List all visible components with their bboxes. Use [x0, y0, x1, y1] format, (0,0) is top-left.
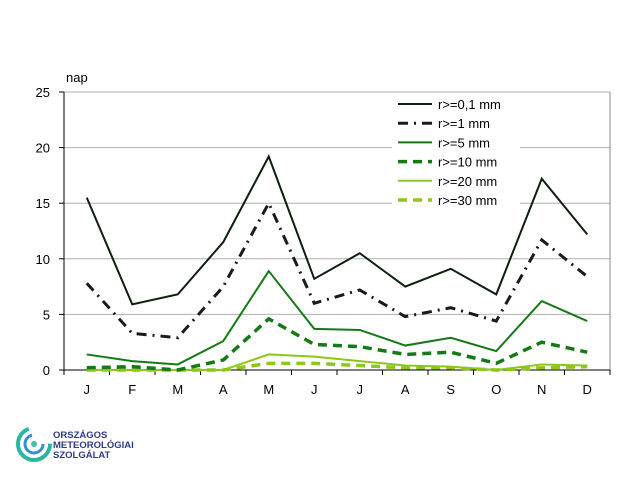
- logo-line: METEOROLÓGIAI: [53, 440, 134, 451]
- x-tick-label: O: [491, 382, 501, 397]
- series-line-r-0-1-mm: [85, 154, 589, 306]
- y-tick-label: 10: [36, 252, 50, 267]
- x-tick-label: J: [311, 382, 318, 397]
- x-tick-label: J: [357, 382, 364, 397]
- x-tick-label: J: [84, 382, 91, 397]
- legend-label: r>=1 mm: [438, 116, 490, 131]
- omsz-logo: [14, 424, 174, 468]
- swirl-logo-icon: [16, 426, 52, 462]
- series-line-r-10-mm: [86, 316, 588, 372]
- y-tick-label: 25: [36, 85, 50, 100]
- series-line-r-5-mm: [86, 269, 588, 366]
- y-tick-label: 0: [43, 363, 50, 378]
- x-tick-label: A: [219, 382, 228, 397]
- x-tick-label: D: [583, 382, 592, 397]
- y-axis-label: nap: [66, 70, 88, 85]
- legend-label: r>=0,1 mm: [438, 97, 501, 112]
- logo-line: ORSZÁGOS: [53, 430, 108, 441]
- legend-label: r>=20 mm: [438, 174, 497, 189]
- legend-box: [392, 95, 520, 213]
- x-tick-label: N: [537, 382, 546, 397]
- y-tick-label: 20: [36, 141, 50, 156]
- legend-label: r>=10 mm: [438, 155, 497, 170]
- logo-line: SZOLGÁLAT: [53, 450, 111, 461]
- series-line-r-1-mm: [85, 199, 589, 340]
- x-tick-label: S: [446, 382, 455, 397]
- x-tick-label: A: [401, 382, 410, 397]
- y-tick-label: 5: [43, 307, 50, 322]
- x-tick-label: M: [172, 382, 183, 397]
- legend-label: r>=5 mm: [438, 135, 490, 150]
- y-tick-label: 15: [36, 196, 50, 211]
- x-tick-label: M: [263, 382, 274, 397]
- x-tick-label: F: [128, 382, 136, 397]
- legend-label: r>=30 mm: [438, 193, 497, 208]
- logo-text: ORSZÁGOS METEOROLÓGIAI SZOLGÁLAT: [53, 431, 134, 461]
